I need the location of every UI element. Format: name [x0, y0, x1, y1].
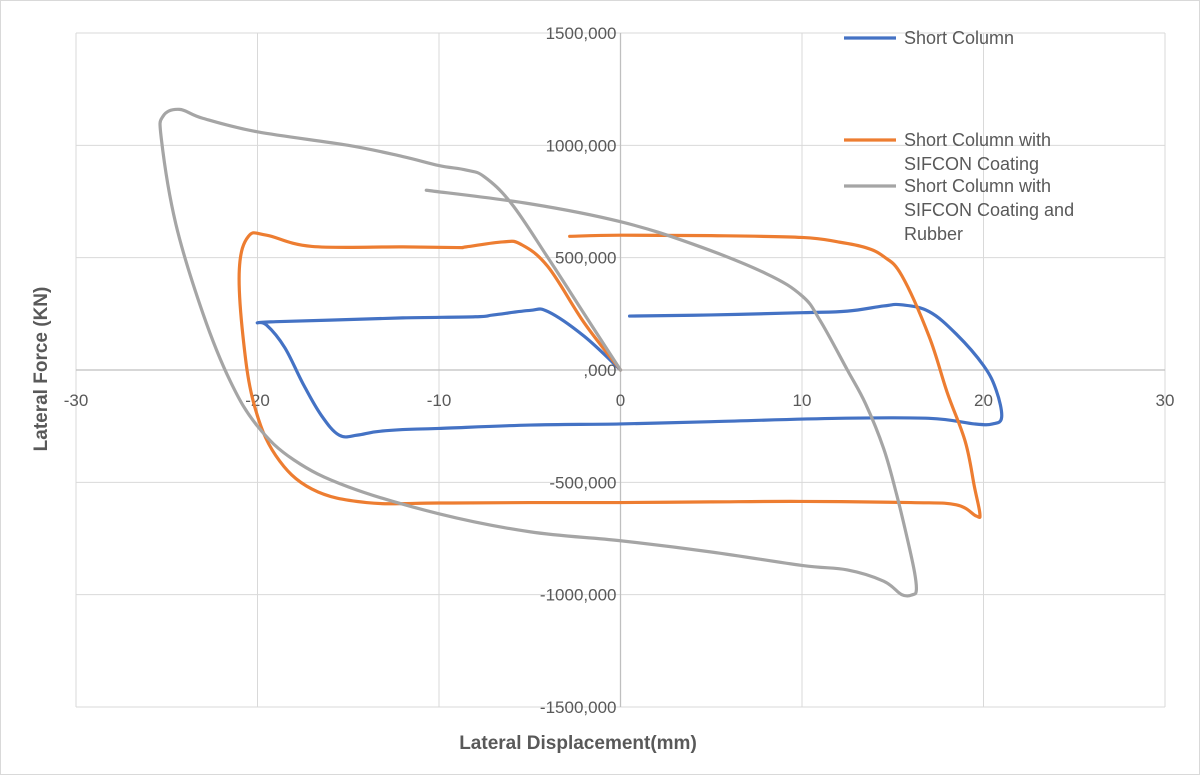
x-tick-label: 20 — [974, 391, 993, 410]
x-tick-label: 0 — [616, 391, 625, 410]
x-tick-label: 30 — [1156, 391, 1175, 410]
x-tick-label: -20 — [245, 391, 270, 410]
y-tick-label: 1500,000 — [546, 24, 617, 43]
series-line-2 — [237, 231, 982, 520]
x-tick-label: -30 — [64, 391, 89, 410]
series-layer — [158, 107, 1004, 598]
y-tick-label: 500,000 — [555, 249, 616, 268]
legend-label-1: Short Column — [904, 28, 1014, 48]
y-tick-label: ,000 — [583, 361, 616, 380]
ticks-layer: -30 -20 -10 0 10 20 30 1500,000 1000,000 500,000,… — [64, 24, 1175, 717]
x-axis-title: Lateral Displacement(mm) — [459, 733, 697, 754]
y-tick-label: -1000,000 — [540, 586, 617, 605]
legend-label-3: Short Column with SIFCON Coating and Rubbe… — [904, 176, 1074, 244]
x-tick-label: 10 — [793, 391, 812, 410]
series-line-3 — [158, 107, 919, 598]
y-tick-label: -500,000 — [549, 473, 616, 492]
legend-layer: Short Column Short Column with SIFCON Coat… — [844, 28, 1074, 244]
series-line-1 — [255, 302, 1004, 439]
y-tick-label: -1500,000 — [540, 698, 617, 717]
legend-label-2: Short Column with SIFCON Coating — [904, 130, 1051, 174]
x-tick-label: -10 — [427, 391, 452, 410]
y-axis-title: Lateral Force (KN) — [31, 287, 52, 452]
y-tick-label: 1000,000 — [546, 136, 617, 155]
